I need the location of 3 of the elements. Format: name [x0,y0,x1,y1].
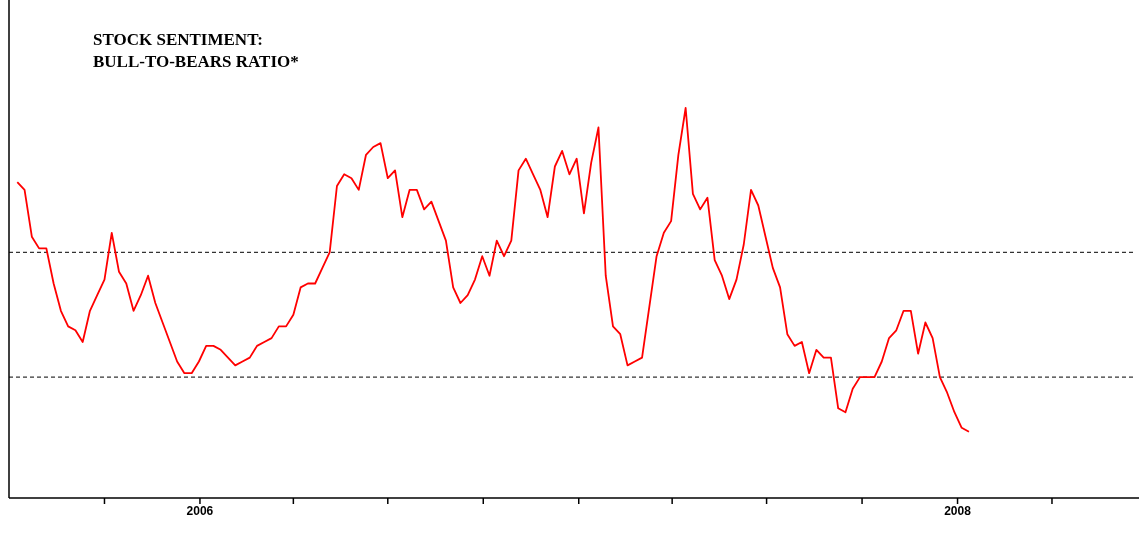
x-tick-label: 2006 [186,504,214,518]
x-tick-label: 2008 [944,504,972,518]
chart-title: STOCK SENTIMENT: BULL-TO-BEARS RATIO* [93,30,299,71]
